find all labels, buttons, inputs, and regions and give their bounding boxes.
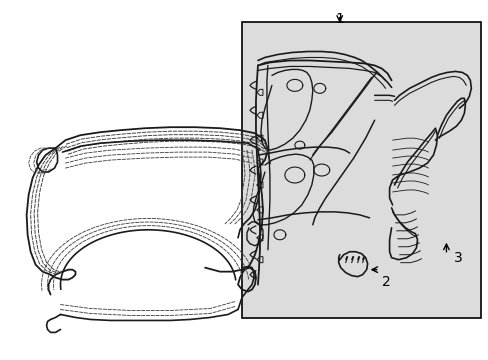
Text: 2: 2 xyxy=(381,275,389,289)
Text: 1: 1 xyxy=(335,12,344,26)
Bar xyxy=(242,22,480,318)
Text: 3: 3 xyxy=(453,251,462,265)
